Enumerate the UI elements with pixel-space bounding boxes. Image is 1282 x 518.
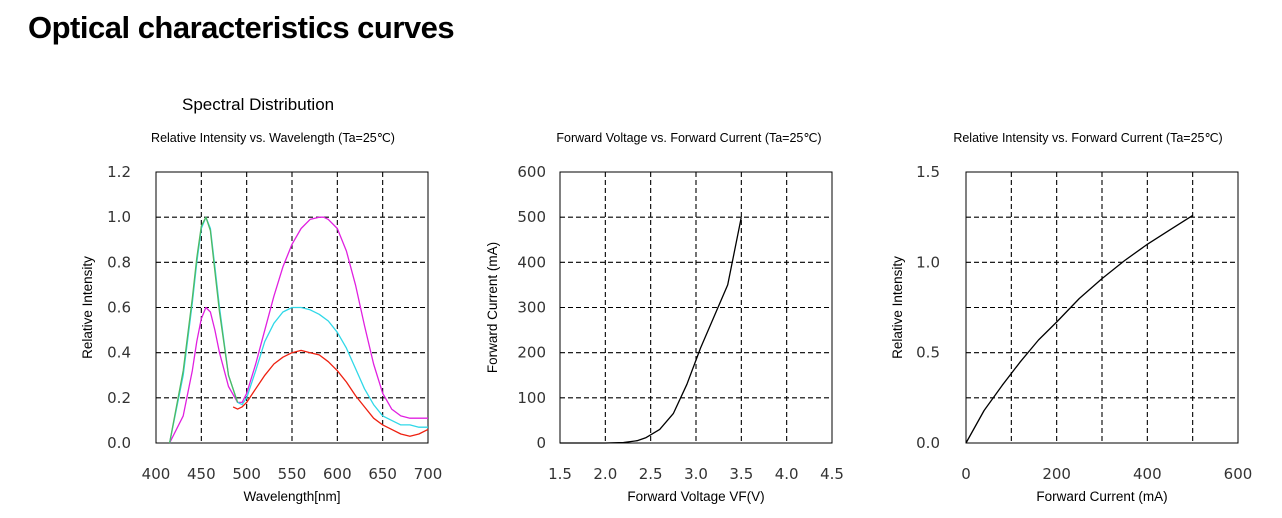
y-tick-label: 0.0 — [107, 434, 131, 452]
y-tick-label: 100 — [517, 389, 546, 407]
y-axis-label: Relative Intensity — [80, 256, 95, 359]
y-axis-label: Forward Current (mA) — [485, 242, 500, 373]
x-tick-label: 2.0 — [593, 465, 617, 483]
x-tick-label: 3.0 — [684, 465, 708, 483]
x-tick-label: 650 — [368, 465, 397, 483]
series-line-cyan — [168, 216, 428, 444]
y-tick-label: 1.5 — [916, 163, 940, 181]
chart-title: Relative Intensity vs. Wavelength (Ta=25… — [151, 131, 395, 145]
y-tick-label: 200 — [517, 344, 546, 362]
y-tick-label: 300 — [517, 299, 546, 317]
chart-1: Relative Intensity vs. Wavelength (Ta=25… — [80, 131, 442, 504]
y-tick-label: 0.5 — [916, 344, 940, 362]
x-tick-label: 600 — [1224, 465, 1253, 483]
chart-2: Forward Voltage vs. Forward Current (Ta=… — [485, 131, 844, 504]
x-tick-label: 600 — [323, 465, 352, 483]
series-line-green — [168, 216, 239, 444]
y-tick-label: 600 — [517, 163, 546, 181]
y-tick-label: 0.6 — [107, 299, 131, 317]
x-axis-label: Forward Voltage VF(V) — [627, 489, 764, 504]
y-tick-label: 0.4 — [107, 344, 131, 362]
chart-3: Relative Intensity vs. Forward Current (… — [890, 131, 1252, 504]
series-line-VF-IF — [560, 217, 742, 444]
y-tick-label: 400 — [517, 253, 546, 271]
chart-title: Forward Voltage vs. Forward Current (Ta=… — [556, 131, 821, 145]
x-tick-label: 2.5 — [639, 465, 663, 483]
series-line-red — [232, 349, 429, 437]
page-title: Optical characteristics curves — [28, 10, 455, 45]
x-tick-label: 500 — [232, 465, 261, 483]
y-tick-label: 500 — [517, 208, 546, 226]
y-tick-label: 0.8 — [107, 253, 131, 271]
x-tick-label: 400 — [142, 465, 171, 483]
y-tick-label: 1.2 — [107, 163, 131, 181]
series-line-magenta — [169, 216, 428, 444]
x-tick-label: 1.5 — [548, 465, 572, 483]
x-tick-label: 450 — [187, 465, 216, 483]
y-axis-label: Relative Intensity — [890, 256, 905, 359]
x-tick-label: 700 — [414, 465, 443, 483]
x-tick-label: 4.5 — [820, 465, 844, 483]
x-tick-label: 400 — [1133, 465, 1162, 483]
x-tick-label: 3.5 — [729, 465, 753, 483]
chart-title: Relative Intensity vs. Forward Current (… — [953, 131, 1222, 145]
x-tick-label: 550 — [278, 465, 307, 483]
y-tick-label: 0.0 — [916, 434, 940, 452]
y-tick-label: 0 — [536, 434, 546, 452]
y-tick-label: 0.2 — [107, 389, 131, 407]
section-title: Spectral Distribution — [182, 95, 335, 114]
x-tick-label: 0 — [961, 465, 971, 483]
x-tick-label: 4.0 — [775, 465, 799, 483]
series-line-IF-Iv — [965, 214, 1194, 444]
x-axis-label: Wavelength[nm] — [243, 489, 340, 504]
x-axis-label: Forward Current (mA) — [1036, 489, 1167, 504]
y-tick-label: 1.0 — [107, 208, 131, 226]
x-tick-label: 200 — [1042, 465, 1071, 483]
y-tick-label: 1.0 — [916, 253, 940, 271]
